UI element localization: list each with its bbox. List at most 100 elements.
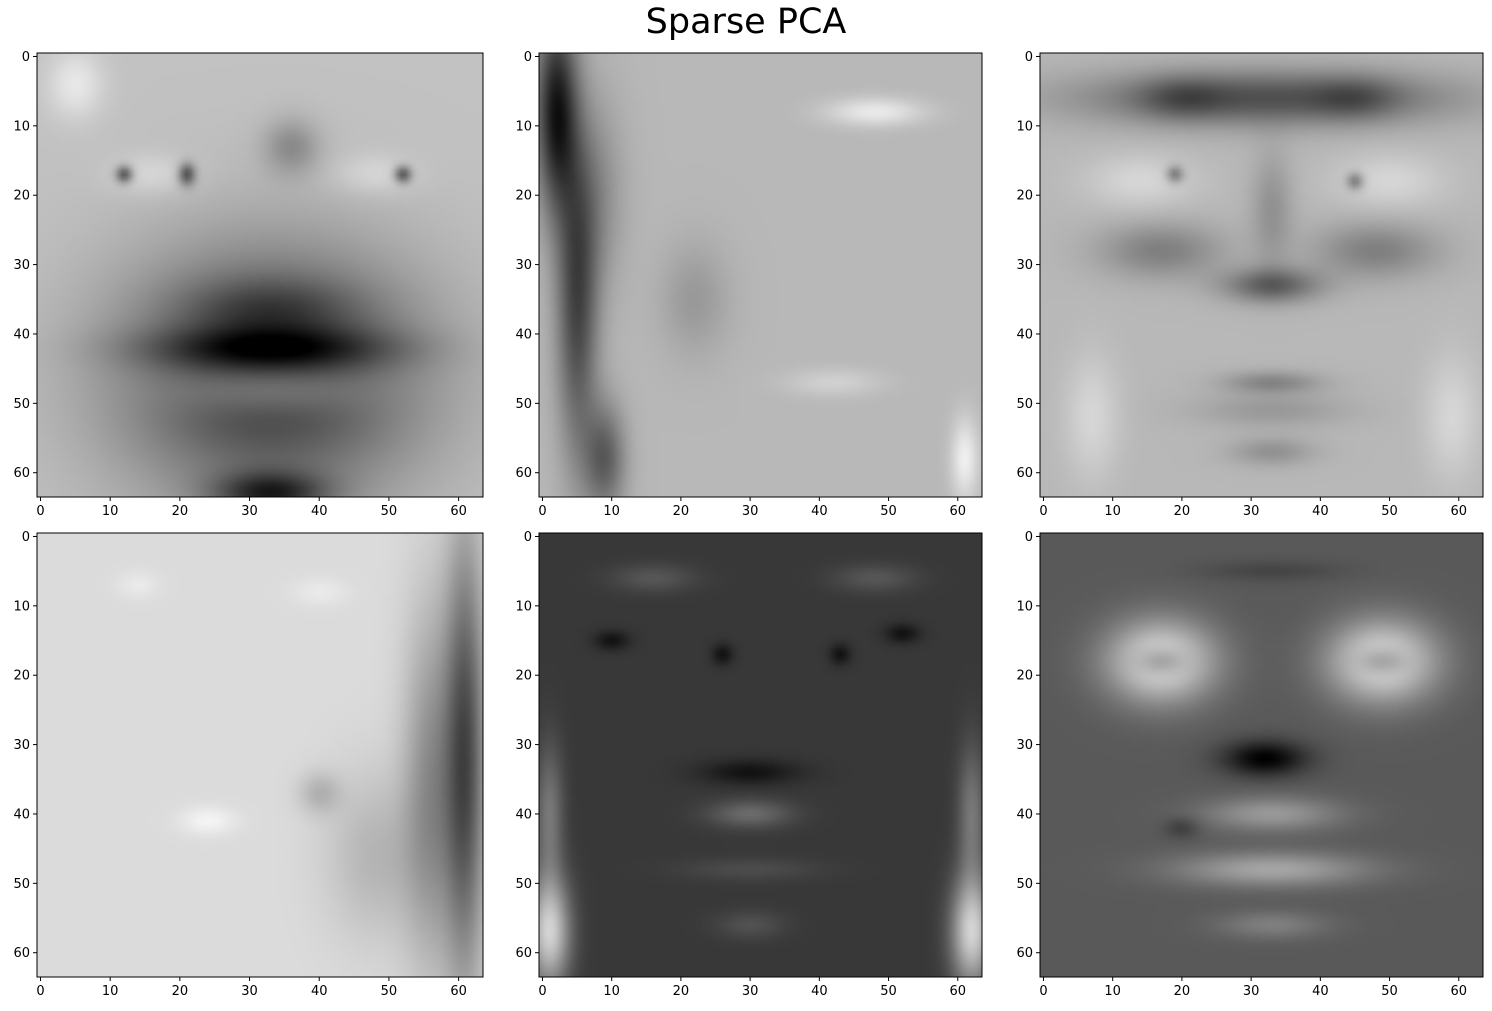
x-tick-label: 10	[603, 504, 620, 519]
x-tick-label: 40	[811, 984, 828, 999]
axes-frame	[1039, 52, 1484, 498]
y-tick-label: 30	[1016, 738, 1033, 753]
x-tick-label: 20	[1174, 504, 1191, 519]
x-tick-label: 50	[880, 504, 897, 519]
y-tick-label: 50	[515, 397, 532, 412]
x-tick-label: 0	[36, 984, 44, 999]
heatmap-image	[539, 533, 982, 977]
panel-5: 0 10 20 30 40 50 60 0 10 20 30 40 50 60	[515, 530, 983, 999]
panel-1: 0 10 20 30 40 50 60 0 10 20 30 40 50 60	[13, 50, 484, 519]
x-tick-label: 0	[1039, 984, 1047, 999]
y-tick-label: 60	[515, 466, 532, 481]
panel-2: 0 10 20 30 40 50 60 0 10 20 30 40 50 60	[515, 50, 983, 519]
y-tick-label: 10	[13, 599, 30, 614]
heatmap-image	[1040, 53, 1483, 497]
x-tick-label: 30	[742, 504, 759, 519]
x-tick-label: 10	[102, 504, 119, 519]
panel-3: 0 10 20 30 40 50 60 0 10 20 30 40 50 60	[1016, 50, 1484, 519]
x-tick-label: 10	[1104, 984, 1121, 999]
x-tick-label: 60	[950, 984, 967, 999]
x-tick-label: 30	[1243, 984, 1260, 999]
y-tick-label: 20	[515, 669, 532, 684]
y-tick-label: 20	[13, 669, 30, 684]
x-tick-label: 10	[1104, 504, 1121, 519]
y-tick-label: 0	[22, 530, 30, 545]
y-tick-label: 10	[1016, 119, 1033, 134]
x-tick-label: 30	[241, 984, 258, 999]
x-tick-label: 60	[450, 504, 467, 519]
x-tick-label: 50	[1381, 504, 1398, 519]
x-tick-label: 20	[673, 504, 690, 519]
y-tick-label: 10	[515, 119, 532, 134]
axes-frame	[538, 532, 983, 978]
x-tick-label: 60	[950, 504, 967, 519]
panel-6: 0 10 20 30 40 50 60 0 10 20 30 40 50 60	[1016, 530, 1484, 999]
y-tick-label: 60	[1016, 946, 1033, 961]
y-tick-label: 0	[524, 50, 532, 65]
y-tick-label: 20	[1016, 189, 1033, 204]
x-tick-label: 10	[102, 984, 119, 999]
y-tick-label: 50	[1016, 877, 1033, 892]
y-tick-label: 30	[13, 258, 30, 273]
y-tick-label: 0	[1025, 530, 1033, 545]
heatmap-image	[37, 533, 483, 977]
y-tick-label: 30	[13, 738, 30, 753]
axes-frame	[538, 52, 983, 498]
x-tick-label: 30	[742, 984, 759, 999]
y-tick-label: 10	[515, 599, 532, 614]
y-tick-label: 60	[515, 946, 532, 961]
x-tick-label: 0	[36, 504, 44, 519]
x-tick-label: 20	[172, 984, 189, 999]
y-tick-label: 30	[1016, 258, 1033, 273]
heatmap-image	[1040, 533, 1483, 977]
x-tick-label: 20	[1174, 984, 1191, 999]
x-tick-label: 30	[241, 504, 258, 519]
y-tick-label: 20	[1016, 669, 1033, 684]
y-tick-label: 40	[1016, 807, 1033, 822]
y-tick-label: 50	[515, 877, 532, 892]
y-tick-label: 0	[1025, 50, 1033, 65]
x-tick-label: 20	[172, 504, 189, 519]
x-tick-label: 40	[811, 504, 828, 519]
x-tick-label: 40	[311, 984, 328, 999]
y-tick-label: 20	[515, 189, 532, 204]
y-tick-label: 30	[515, 738, 532, 753]
y-tick-label: 0	[524, 530, 532, 545]
y-tick-label: 30	[515, 258, 532, 273]
y-tick-label: 60	[13, 946, 30, 961]
x-tick-label: 50	[381, 504, 398, 519]
y-tick-label: 20	[13, 189, 30, 204]
x-tick-label: 60	[450, 984, 467, 999]
y-tick-label: 40	[13, 807, 30, 822]
x-tick-label: 50	[1381, 984, 1398, 999]
x-tick-label: 60	[1451, 984, 1468, 999]
x-tick-label: 0	[538, 984, 546, 999]
axes-frame	[1039, 532, 1484, 978]
y-tick-label: 50	[13, 397, 30, 412]
x-tick-label: 60	[1451, 504, 1468, 519]
heatmap-image	[539, 53, 982, 497]
x-tick-label: 50	[381, 984, 398, 999]
panel-4: 0 10 20 30 40 50 60 0 10 20 30 40 50 60	[13, 530, 484, 999]
y-tick-label: 60	[1016, 466, 1033, 481]
x-tick-label: 30	[1243, 504, 1260, 519]
x-tick-label: 40	[1312, 504, 1329, 519]
figure-title: Sparse PCA	[645, 2, 847, 42]
y-tick-label: 40	[13, 327, 30, 342]
y-tick-label: 0	[22, 50, 30, 65]
axes-frame	[36, 532, 484, 978]
y-tick-label: 10	[13, 119, 30, 134]
x-tick-label: 50	[880, 984, 897, 999]
x-tick-label: 20	[673, 984, 690, 999]
y-tick-label: 50	[13, 877, 30, 892]
y-tick-label: 40	[1016, 327, 1033, 342]
x-tick-label: 10	[603, 984, 620, 999]
x-tick-label: 0	[1039, 504, 1047, 519]
y-tick-label: 40	[515, 327, 532, 342]
y-tick-label: 40	[515, 807, 532, 822]
y-tick-label: 60	[13, 466, 30, 481]
x-tick-label: 0	[538, 504, 546, 519]
y-tick-label: 50	[1016, 397, 1033, 412]
axes-frame	[36, 52, 484, 498]
